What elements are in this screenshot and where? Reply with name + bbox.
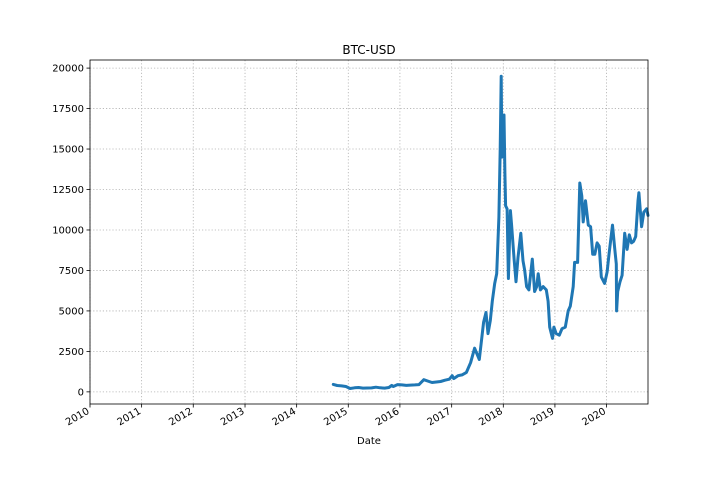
y-tick-label: 12500 xyxy=(52,185,84,196)
y-tick-label: 0 xyxy=(78,387,84,398)
x-axis-label: Date xyxy=(357,436,381,447)
tick-layer: 0250050007500100001250015000175002000020… xyxy=(52,64,608,429)
y-tick-label: 17500 xyxy=(52,104,84,115)
y-tick-label: 7500 xyxy=(59,266,84,277)
plot-frame xyxy=(89,59,649,405)
chart-title: BTC-USD xyxy=(342,43,395,57)
y-tick-label: 20000 xyxy=(52,64,84,75)
grid-layer xyxy=(89,60,648,404)
y-tick-label: 10000 xyxy=(52,225,84,236)
y-tick-label: 2500 xyxy=(59,347,84,358)
btc-price-line xyxy=(331,74,650,390)
y-tick-label: 15000 xyxy=(52,145,84,156)
line-layer xyxy=(331,74,650,390)
y-tick-label: 5000 xyxy=(59,306,84,317)
